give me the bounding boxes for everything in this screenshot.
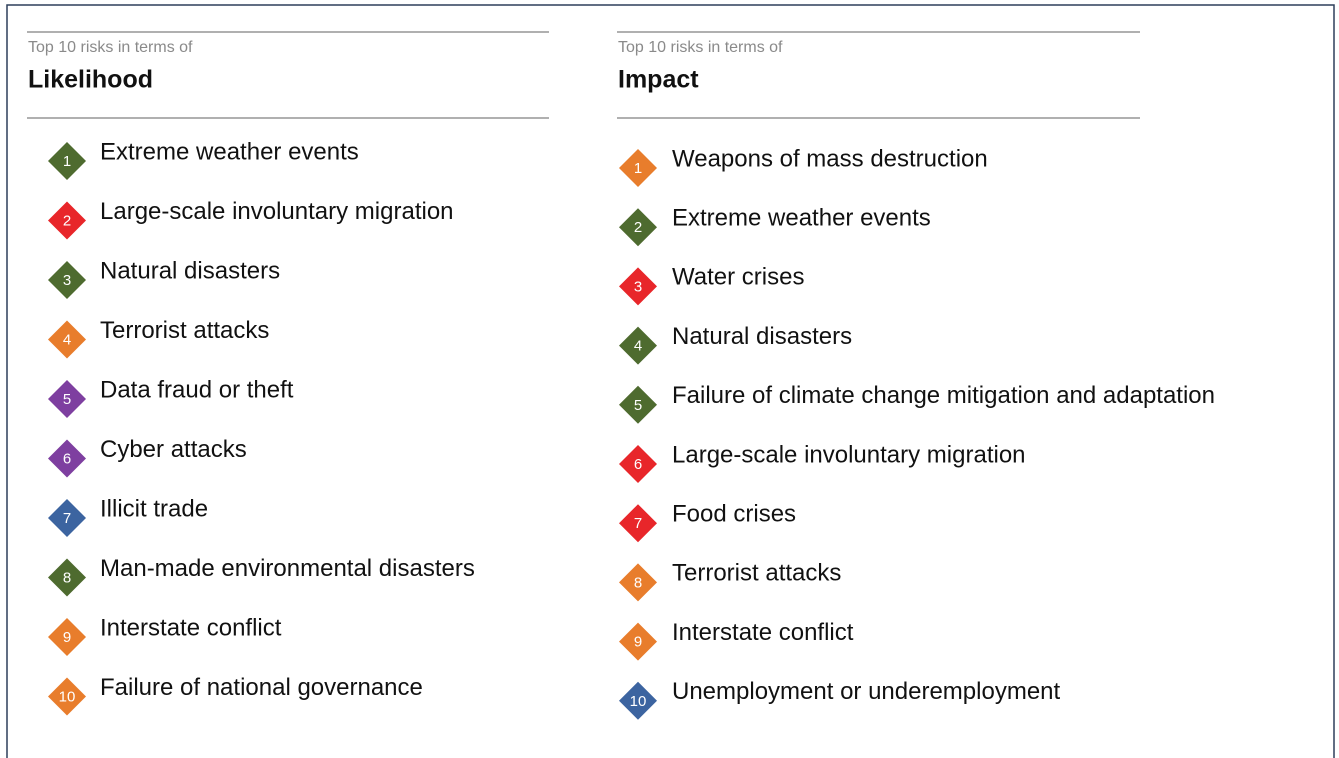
rank-diamond [48,142,86,180]
rank-number: 3 [63,272,71,289]
risk-label: Extreme weather events [100,138,359,165]
rank-number: 4 [634,338,642,355]
rank-number: 2 [634,219,642,236]
risk-label: Terrorist attacks [100,317,269,344]
risk-label: Interstate conflict [672,619,854,646]
rank-diamond [619,445,657,483]
rank-number: 9 [634,634,642,651]
rank-diamond [48,261,86,299]
risk-label: Natural disasters [100,257,280,284]
rank-number: 7 [634,515,642,532]
risk-label: Water crises [672,264,804,291]
rank-diamond [619,208,657,247]
risk-label: Data fraud or theft [100,376,294,403]
rank-number: 8 [634,574,642,591]
rank-diamond [48,439,86,478]
rank-number: 6 [63,450,71,467]
risk-label: Food crises [672,501,796,528]
rank-number: 1 [634,160,642,177]
risk-label: Man-made environmental disasters [100,555,475,582]
rank-number: 7 [63,510,71,527]
rank-diamond [619,326,657,365]
rank-diamond [619,563,657,602]
risk-label: Weapons of mass destruction [672,145,988,172]
rank-number: 10 [630,693,647,710]
risk-label: Interstate conflict [100,614,282,641]
risk-label: Large-scale involuntary migration [672,441,1026,468]
rank-diamond [619,681,657,720]
rank-diamond [619,267,657,306]
rank-diamond [48,499,86,537]
rank-diamond [619,149,657,187]
rank-number: 6 [634,456,642,473]
rank-diamond [48,558,86,597]
rank-diamond [619,385,657,424]
rank-number: 9 [63,629,71,646]
rank-number: 5 [634,397,642,414]
kicker: Top 10 risks in terms of [618,39,783,56]
kicker: Top 10 risks in terms of [28,39,193,56]
rank-number: 8 [63,569,71,586]
risk-label: Unemployment or underemployment [672,678,1061,705]
rank-diamond [48,380,86,418]
rank-number: 4 [63,331,71,348]
rank-diamond [48,677,86,716]
risk-label: Failure of climate change mitigation and… [672,382,1215,409]
risk-label: Extreme weather events [672,205,931,232]
frame [6,4,1335,758]
rank-number: 5 [63,391,71,408]
risk-label: Large-scale involuntary migration [100,198,454,225]
risk-label: Terrorist attacks [672,560,841,587]
rank-number: 3 [634,278,642,295]
risk-label: Illicit trade [100,495,208,522]
rank-diamond [619,622,657,661]
risk-label: Cyber attacks [100,436,247,463]
risk-label: Failure of national governance [100,674,423,701]
rank-diamond [48,618,86,656]
risk-label: Natural disasters [672,323,852,350]
rank-diamond [619,504,657,543]
rank-diamond [48,201,86,240]
column-title: Likelihood [28,66,153,94]
column-title: Impact [618,66,699,94]
rank-number: 1 [63,153,71,170]
rank-number: 10 [59,688,76,705]
rank-diamond [48,320,86,359]
rank-number: 2 [63,212,71,229]
